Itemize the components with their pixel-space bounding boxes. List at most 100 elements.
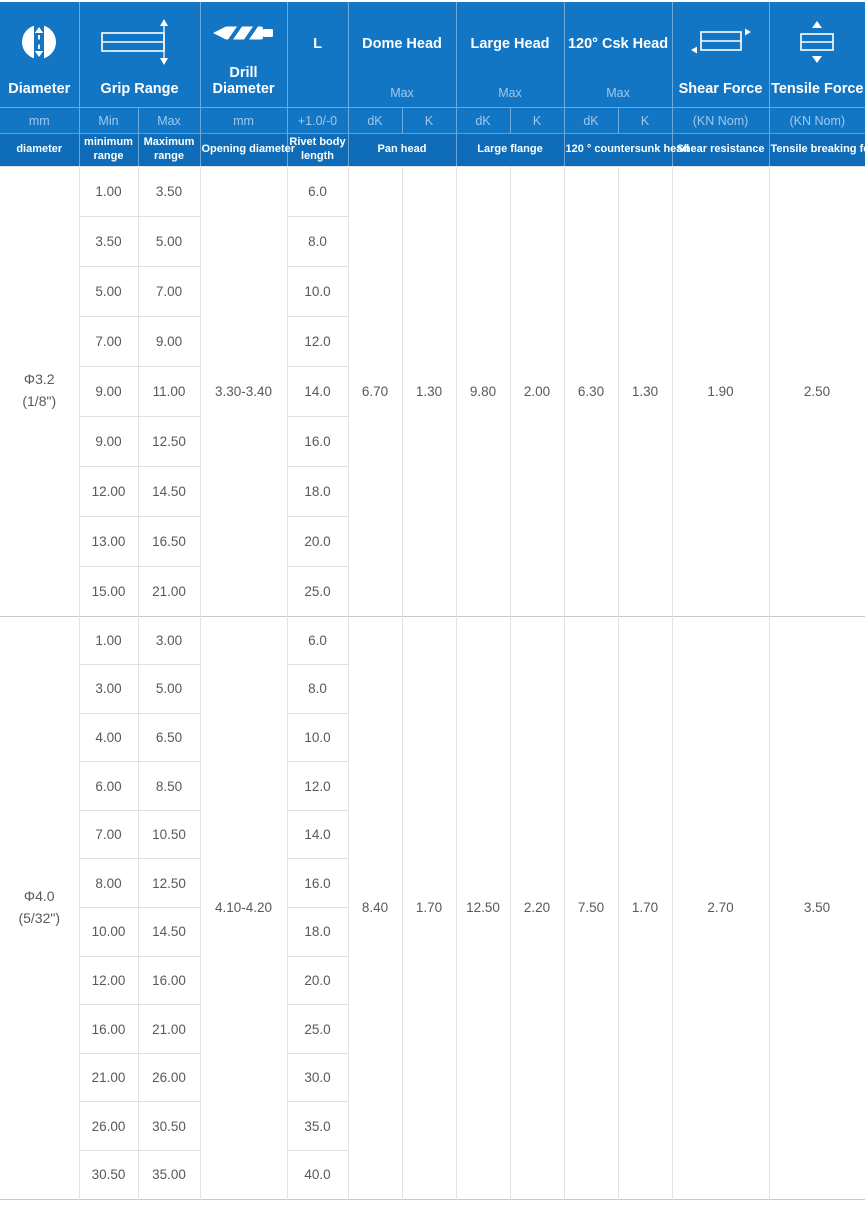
tensile-force-title: Tensile Force	[771, 81, 864, 98]
col-header-drill-diameter: Drill Diameter	[199, 2, 287, 108]
grip-max-cell: 12.50	[137, 415, 200, 466]
length-cell: 16.0	[286, 858, 348, 908]
sub-shear: Shear resistance	[671, 133, 770, 166]
large-head-max-label: Max	[498, 86, 522, 100]
unit-large-k: K	[509, 107, 565, 134]
diameter-cell: Φ4.0 (5/32")	[0, 615, 79, 1200]
table-row: 7.00 10.50 14.0	[0, 809, 865, 859]
grip-min-cell: 3.00	[78, 664, 138, 714]
table-row: 12.00 16.00 20.0	[0, 955, 865, 1005]
grip-max-cell: 10.50	[137, 809, 200, 859]
grip-min-cell: 4.00	[78, 712, 138, 762]
drill-cell: 4.10-4.20	[199, 615, 287, 1200]
sub-grip-min: minimum range	[78, 133, 138, 166]
grip-max-cell: 14.50	[137, 907, 200, 957]
unit-dome-k: K	[401, 107, 456, 134]
diameter-value: Φ4.0	[23, 887, 55, 904]
table-row: 30.50 35.00 40.0	[0, 1150, 865, 1200]
col-header-dome-head: Dome Head Max	[347, 2, 456, 108]
grip-max-cell: 5.00	[137, 215, 200, 266]
sub-length: Rivet body length	[286, 133, 348, 166]
dome-dk-cell: 8.40	[347, 615, 402, 1200]
grip-max-cell: 35.00	[137, 1150, 200, 1200]
col-header-grip-range: Grip Range	[78, 2, 200, 108]
csk-k-cell: 1.30	[617, 165, 673, 616]
table-row: 6.00 8.50 12.0	[0, 761, 865, 811]
length-cell: 16.0	[286, 415, 348, 466]
length-cell: 20.0	[286, 515, 348, 566]
sub-diameter: diameter	[0, 133, 79, 166]
grip-max-cell: 12.50	[137, 858, 200, 908]
grip-min-cell: 12.00	[78, 955, 138, 1005]
grip-min-cell: 7.00	[78, 809, 138, 859]
grip-max-cell: 30.50	[137, 1101, 200, 1151]
shear-force-icon	[689, 2, 753, 81]
grip-max-cell: 16.00	[137, 955, 200, 1005]
length-cell: 30.0	[286, 1052, 348, 1102]
tensile-cell: 3.50	[768, 615, 865, 1200]
large-head-title: Large Head	[470, 36, 550, 52]
length-cell: 6.0	[286, 165, 348, 216]
col-header-large-head: Large Head Max	[455, 2, 565, 108]
length-cell: 12.0	[286, 315, 348, 366]
grip-min-cell: 1.00	[78, 615, 138, 665]
csk-dk-cell: 7.50	[563, 615, 619, 1200]
section-phi3-2: Φ3.2 (1/8") 1.00 3.50 3.30-3.40 6.0 6.70…	[0, 165, 865, 616]
table-row: 10.00 14.50 18.0	[0, 907, 865, 957]
grip-max-cell: 3.50	[137, 165, 200, 216]
grip-min-cell: 5.00	[78, 265, 138, 316]
large-dk-cell: 9.80	[455, 165, 510, 616]
dome-k-cell: 1.30	[401, 165, 456, 616]
col-header-tensile-force: Tensile Force	[768, 2, 865, 108]
csk-head-max-label: Max	[606, 86, 630, 100]
sub-tensile: Tensile breaking force	[768, 133, 865, 166]
grip-max-cell: 6.50	[137, 712, 200, 762]
sub-large: Large flange	[455, 133, 565, 166]
grip-min-cell: 21.00	[78, 1052, 138, 1102]
length-cell: 14.0	[286, 365, 348, 416]
drill-diameter-title: Drill Diameter	[212, 64, 275, 98]
col-header-diameter: Diameter	[0, 2, 79, 108]
grip-min-cell: 13.00	[78, 515, 138, 566]
table-row: 21.00 26.00 30.0	[0, 1052, 865, 1102]
table-row: 15.00 21.00 25.0	[0, 565, 865, 616]
dome-head-title: Dome Head	[362, 36, 442, 52]
drill-cell: 3.30-3.40	[199, 165, 287, 616]
table-row: 7.00 9.00 12.0	[0, 315, 865, 366]
unit-grip-max: Max	[137, 107, 200, 134]
length-cell: 10.0	[286, 265, 348, 316]
grip-min-cell: 16.00	[78, 1004, 138, 1054]
grip-max-cell: 14.50	[137, 465, 200, 516]
table-row: 12.00 14.50 18.0	[0, 465, 865, 516]
unit-csk-dk: dK	[563, 107, 619, 134]
unit-shear: (KN Nom)	[671, 107, 770, 134]
length-title: L	[313, 36, 322, 52]
grip-min-cell: 9.00	[78, 365, 138, 416]
grip-max-cell: 9.00	[137, 315, 200, 366]
tensile-cell: 2.50	[768, 165, 865, 616]
sub-dome: Pan head	[347, 133, 456, 166]
table-header: Diameter Grip Range	[0, 2, 865, 166]
unit-csk-k: K	[617, 107, 673, 134]
unit-tensile: (KN Nom)	[768, 107, 865, 134]
table-row: 8.00 12.50 16.0	[0, 858, 865, 908]
sub-grip-max: Maximum range	[137, 133, 200, 166]
grip-min-cell: 15.00	[78, 565, 138, 616]
csk-head-title: 120° Csk Head	[567, 36, 669, 52]
length-cell: 20.0	[286, 955, 348, 1005]
col-header-shear-force: Shear Force	[671, 2, 770, 108]
diameter-inch-value: (5/32")	[18, 909, 61, 926]
grip-min-cell: 12.00	[78, 465, 138, 516]
unit-large-dk: dK	[455, 107, 510, 134]
grip-min-cell: 7.00	[78, 315, 138, 366]
large-k-cell: 2.00	[509, 165, 565, 616]
shear-force-title: Shear Force	[678, 81, 763, 98]
length-cell: 14.0	[286, 809, 348, 859]
grip-min-cell: 9.00	[78, 415, 138, 466]
grip-max-cell: 21.00	[137, 1004, 200, 1054]
sub-csk: 120 ° countersunk head	[563, 133, 689, 166]
diameter-value: Φ3.2	[23, 371, 55, 388]
csk-dk-cell: 6.30	[563, 165, 619, 616]
